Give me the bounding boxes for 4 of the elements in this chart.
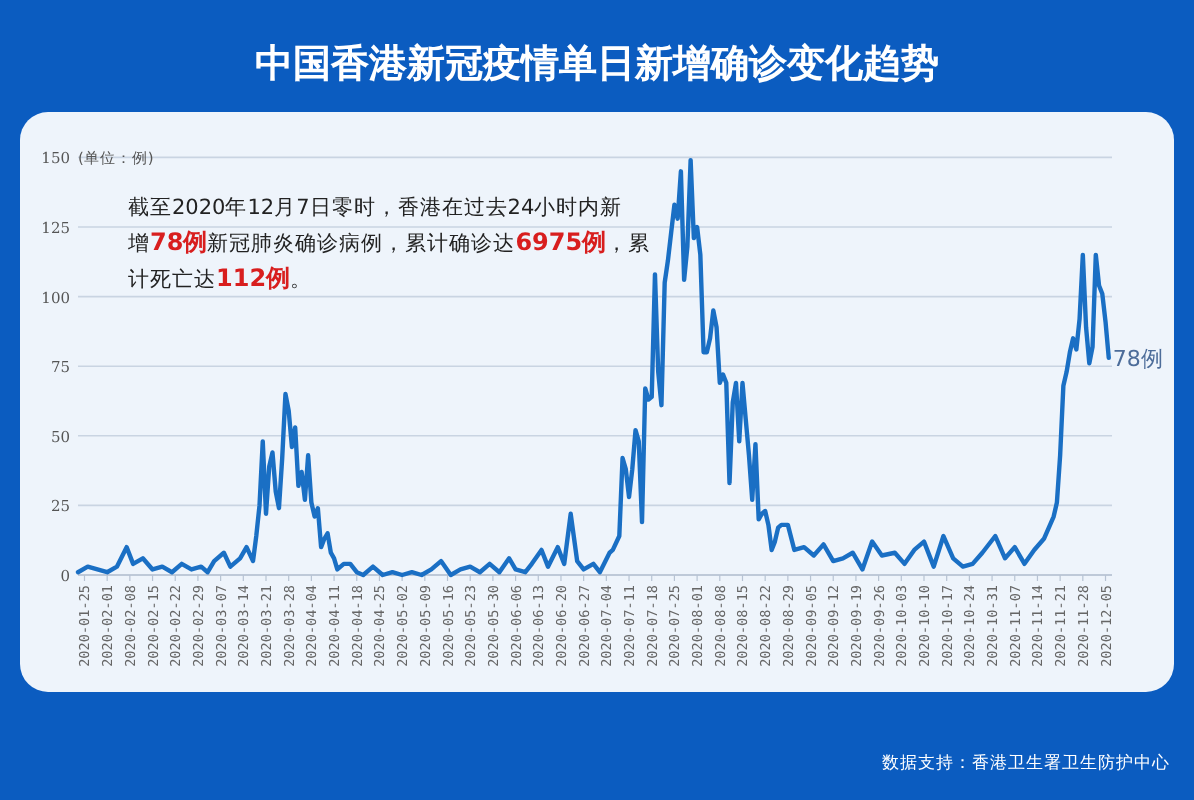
chart-title: 中国香港新冠疫情单日新增确诊变化趋势 [255, 42, 939, 86]
text: 数据支持：香港卫生署卫生防护中心 [882, 752, 1170, 774]
annotation: 78例 [1112, 345, 1163, 372]
text: 截至2020年12月7日零时，香港在过去24小时内新增78例新冠肺炎确诊病例，累计确诊达6975例，累计死亡达112例。 [128, 196, 651, 292]
